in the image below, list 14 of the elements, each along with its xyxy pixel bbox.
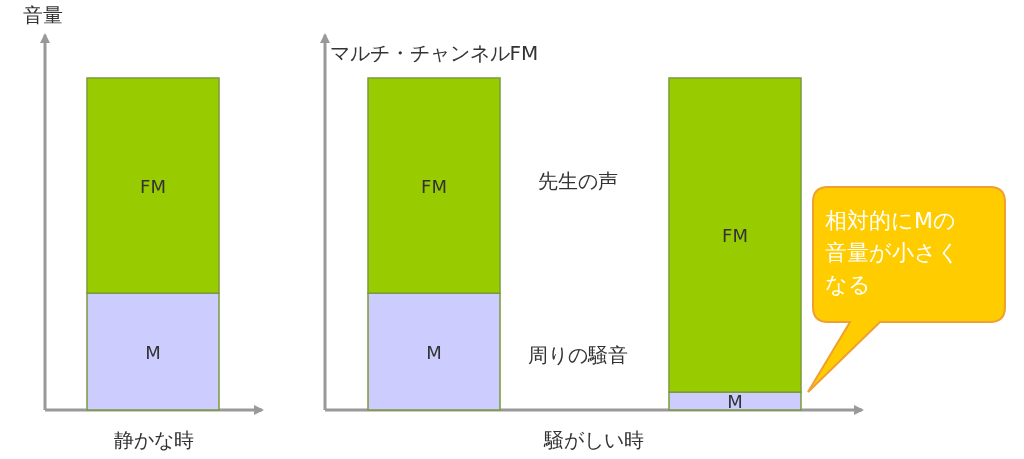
y-axis-title: 音量 (23, 3, 63, 27)
callout: 相対的にMの音量が小さくなる (807, 186, 1006, 393)
series-label: FM (722, 225, 748, 247)
series-label: M (145, 341, 161, 363)
x-axis-title: 騒がしい時 (542, 428, 644, 452)
series-label: FM (140, 175, 166, 197)
text: FM (421, 175, 447, 197)
series-label: M (727, 391, 743, 413)
annotation: 相対的にMの音量が小さくなる (825, 208, 960, 297)
text: M (426, 341, 442, 363)
x-axis-title: 静かな時 (113, 428, 194, 452)
annotation: 周りの騒音 (528, 343, 628, 367)
x-tick-label: マルチ・チャンネルFM (329, 41, 539, 65)
annotation: 先生の声 (538, 169, 618, 193)
